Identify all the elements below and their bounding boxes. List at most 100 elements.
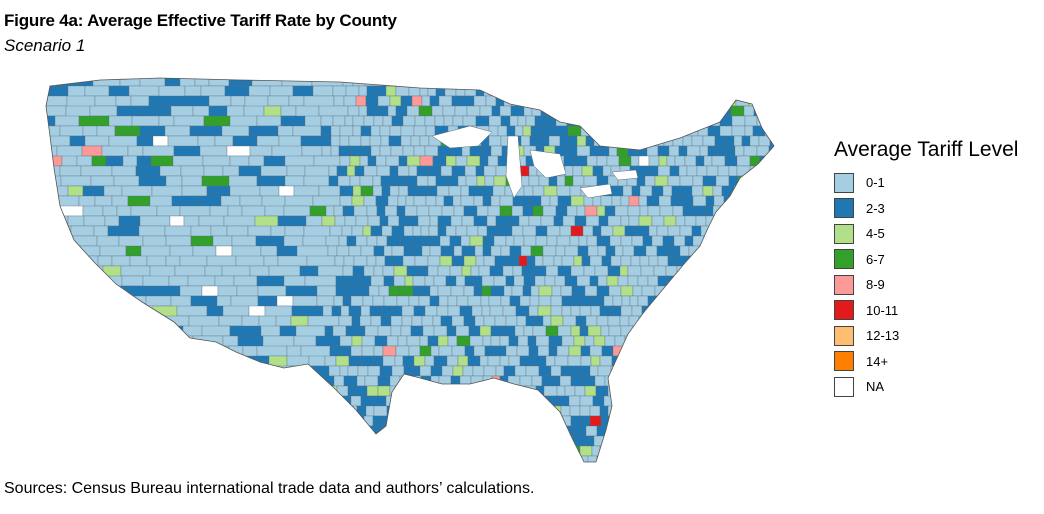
county-cell bbox=[416, 165, 430, 177]
county-cell bbox=[352, 185, 362, 197]
county-cell bbox=[739, 315, 753, 327]
county-cell bbox=[502, 425, 514, 437]
county-cell bbox=[619, 445, 633, 457]
county-cell bbox=[642, 66, 655, 76]
county-cell bbox=[339, 195, 353, 207]
county-cell bbox=[519, 375, 533, 387]
county-cell bbox=[579, 295, 593, 307]
county-cell bbox=[436, 185, 450, 197]
county-cell bbox=[741, 135, 751, 147]
county-cell bbox=[497, 125, 508, 137]
county-cell bbox=[320, 115, 334, 127]
county-cell bbox=[576, 275, 591, 287]
county-cell bbox=[743, 145, 758, 157]
county-cell bbox=[770, 355, 774, 367]
county-cell bbox=[446, 355, 459, 367]
county-cell bbox=[87, 405, 106, 427]
county-cell bbox=[342, 295, 352, 307]
county-cell bbox=[99, 365, 115, 377]
county-cell bbox=[698, 375, 710, 387]
county-cell bbox=[350, 445, 360, 457]
county-cell bbox=[453, 385, 464, 397]
county-cell bbox=[636, 175, 646, 187]
county-cell bbox=[389, 95, 402, 107]
county-cell bbox=[401, 305, 415, 317]
county-cell bbox=[437, 335, 449, 347]
county-cell bbox=[297, 405, 326, 417]
county-cell bbox=[554, 355, 569, 367]
county-cell bbox=[481, 285, 492, 297]
county-cell bbox=[766, 365, 774, 377]
county-cell bbox=[750, 355, 764, 367]
county-cell bbox=[674, 155, 686, 167]
county-cell bbox=[605, 245, 616, 257]
county-cell bbox=[172, 405, 204, 427]
county-cell bbox=[438, 95, 453, 107]
county-cell bbox=[439, 255, 453, 267]
county-cell bbox=[345, 405, 358, 417]
county-cell bbox=[446, 325, 457, 337]
county-cell bbox=[430, 345, 440, 357]
county-cell bbox=[678, 165, 688, 177]
county-cell bbox=[764, 415, 774, 427]
county-cell bbox=[768, 325, 774, 337]
county-cell bbox=[389, 185, 400, 197]
county-cell bbox=[580, 345, 591, 357]
county-cell bbox=[620, 195, 630, 207]
county-cell bbox=[733, 245, 746, 257]
county-cell bbox=[350, 145, 363, 157]
county-cell bbox=[631, 445, 644, 457]
county-cell bbox=[397, 165, 410, 177]
county-cell bbox=[645, 325, 656, 337]
county-cell bbox=[711, 155, 726, 167]
county-cell bbox=[718, 355, 732, 367]
county-cell bbox=[308, 355, 326, 367]
county-cell bbox=[462, 385, 474, 397]
county-cell bbox=[215, 245, 233, 257]
county-cell bbox=[760, 315, 774, 327]
county-cell bbox=[338, 145, 352, 157]
county-cell bbox=[615, 405, 627, 417]
county-cell bbox=[358, 85, 368, 97]
county-cell bbox=[348, 245, 362, 257]
county-cell bbox=[537, 345, 550, 357]
county-cell bbox=[702, 175, 717, 187]
county-cell bbox=[532, 95, 543, 107]
county-cell bbox=[534, 255, 544, 267]
county-cell bbox=[142, 375, 168, 387]
county-cell bbox=[461, 145, 471, 157]
county-cell bbox=[715, 235, 725, 247]
county-cell bbox=[260, 325, 281, 337]
county-cell bbox=[199, 445, 221, 457]
county-cell bbox=[653, 105, 664, 117]
county-cell bbox=[584, 205, 598, 217]
county-cell bbox=[657, 145, 670, 157]
county-cell bbox=[422, 235, 433, 247]
legend-item: 2-3 bbox=[834, 196, 1034, 222]
county-cell bbox=[310, 66, 337, 76]
county-cell bbox=[417, 425, 432, 437]
county-cell bbox=[627, 78, 639, 87]
county-cell bbox=[370, 315, 382, 327]
county-cell bbox=[468, 185, 483, 197]
county-cell bbox=[199, 415, 221, 427]
county-cell bbox=[749, 435, 764, 447]
county-cell bbox=[260, 165, 288, 177]
county-cell bbox=[136, 155, 152, 167]
county-cell bbox=[751, 445, 765, 457]
county-cell bbox=[734, 295, 745, 307]
county-cell bbox=[663, 135, 674, 147]
county-cell bbox=[675, 305, 690, 317]
county-cell bbox=[672, 395, 685, 407]
county-cell bbox=[158, 115, 175, 127]
county-cell bbox=[643, 345, 653, 357]
county-cell bbox=[562, 215, 576, 227]
county-cell bbox=[483, 255, 496, 267]
legend-title: Average Tariff Level bbox=[834, 138, 1019, 161]
county-cell bbox=[418, 295, 431, 307]
county-cell bbox=[482, 235, 495, 247]
county-cell bbox=[389, 165, 399, 177]
county-cell bbox=[173, 355, 190, 377]
county-cell bbox=[395, 345, 410, 357]
county-cell bbox=[547, 445, 561, 457]
